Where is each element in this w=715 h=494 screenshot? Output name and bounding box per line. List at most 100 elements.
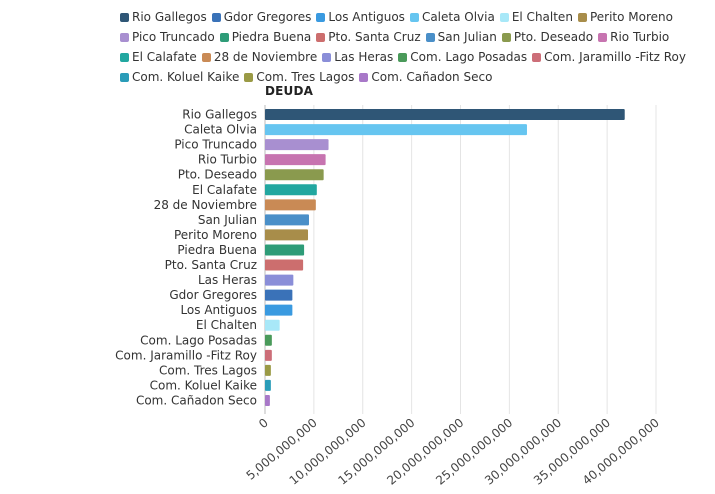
legend-item[interactable]: Piedra Buena — [219, 30, 312, 44]
legend-swatch — [577, 13, 587, 22]
bar[interactable] — [265, 214, 309, 226]
legend-swatch — [398, 53, 408, 62]
legend-label: El Chalten — [511, 10, 573, 24]
category-label: Piedra Buena — [177, 243, 257, 257]
category-label: El Calafate — [192, 183, 257, 197]
legend-label: Pto. Santa Cruz — [328, 30, 421, 44]
bar[interactable] — [265, 379, 271, 391]
bar[interactable] — [265, 184, 317, 196]
category-label: Com. Lago Posadas — [140, 333, 257, 347]
legend-label: El Calafate — [132, 50, 197, 64]
category-label: El Chalten — [196, 318, 257, 332]
bar[interactable] — [265, 244, 305, 256]
legend-label: Com. Lago Posadas — [410, 50, 528, 64]
legend-label: Caleta Olvia — [421, 10, 495, 24]
category-label: Las Heras — [198, 273, 257, 287]
bar[interactable] — [265, 169, 324, 181]
legend-swatch — [120, 13, 129, 22]
bar[interactable] — [265, 349, 272, 361]
legend-swatch — [211, 13, 221, 22]
bar[interactable] — [265, 109, 625, 121]
legend-item[interactable]: Perito Moreno — [577, 10, 673, 24]
legend-item[interactable]: El Calafate — [120, 50, 197, 64]
legend-item[interactable]: Pico Truncado — [120, 30, 215, 44]
bar[interactable] — [265, 334, 272, 346]
legend-swatch — [219, 33, 229, 42]
category-label: Perito Moreno — [174, 228, 257, 242]
legend-item[interactable]: Pto. Deseado — [501, 30, 594, 44]
category-label: Pico Truncado — [174, 138, 257, 152]
legend-label: Piedra Buena — [231, 30, 312, 44]
bar[interactable] — [265, 304, 293, 316]
chart-title: DEUDA — [265, 84, 314, 98]
legend-item[interactable]: Gdor Gregores — [211, 10, 312, 24]
legend-label: Los Antiguos — [328, 10, 405, 24]
legend-item[interactable]: 28 de Noviembre — [201, 50, 318, 64]
chart-legend: Rio Gallegos Gdor Gregores Los Antiguos Cal… — [120, 6, 710, 86]
legend-swatch — [322, 53, 332, 62]
legend-swatch — [598, 33, 608, 42]
legend-swatch — [499, 13, 509, 22]
category-label: Los Antiguos — [180, 303, 257, 317]
bar[interactable] — [265, 199, 316, 211]
category-label: Rio Turbio — [198, 153, 257, 167]
legend-swatch — [244, 73, 254, 82]
legend-swatch — [409, 13, 419, 22]
bar[interactable] — [265, 124, 527, 136]
legend-item[interactable]: Caleta Olvia — [409, 10, 495, 24]
legend-label: Perito Moreno — [589, 10, 673, 24]
legend-item[interactable]: Las Heras — [322, 50, 393, 64]
bar[interactable] — [265, 259, 304, 271]
legend-label: Las Heras — [334, 50, 394, 64]
legend-label: Gdor Gregores — [223, 10, 312, 24]
legend-swatch — [359, 73, 369, 82]
legend-label: Com. Koluel Kaike — [132, 70, 240, 84]
legend-label: Pto. Deseado — [513, 30, 594, 44]
legend-item[interactable]: Pto. Santa Cruz — [316, 30, 421, 44]
bar[interactable] — [265, 274, 294, 286]
category-label: Rio Gallegos — [182, 108, 257, 122]
category-label: Pto. Deseado — [178, 168, 257, 182]
category-label: Pto. Santa Cruz — [165, 258, 257, 272]
legend-item[interactable]: Los Antiguos — [316, 10, 405, 24]
category-label: Gdor Gregores — [169, 288, 257, 302]
category-label: 28 de Noviembre — [154, 198, 257, 212]
legend-item[interactable]: El Chalten — [499, 10, 573, 24]
bar[interactable] — [265, 229, 309, 241]
legend-swatch — [316, 13, 326, 22]
legend-swatch — [316, 33, 326, 42]
legend-swatch — [120, 53, 129, 62]
category-label: San Julian — [198, 213, 257, 227]
legend-swatch — [532, 53, 542, 62]
legend-label: Com. Tres Lagos — [256, 70, 355, 84]
x-tick-label: 0 — [256, 416, 271, 432]
legend-item[interactable]: Rio Gallegos — [120, 10, 207, 24]
legend-label: 28 de Noviembre — [213, 50, 318, 64]
legend-swatch — [120, 73, 129, 82]
legend-item[interactable]: Com. Tres Lagos — [244, 70, 354, 84]
legend-item[interactable]: Com. Jaramillo -Fitz Roy — [532, 50, 686, 64]
legend-swatch — [501, 33, 511, 42]
legend-label: Rio Turbio — [610, 30, 670, 44]
bar[interactable] — [265, 289, 293, 301]
legend-item[interactable]: Com. Koluel Kaike — [120, 70, 239, 84]
bar[interactable] — [265, 364, 271, 376]
legend-swatch — [120, 33, 129, 42]
legend-item[interactable]: San Julian — [425, 30, 497, 44]
bar[interactable] — [265, 319, 280, 331]
legend-item[interactable]: Com. Lago Posadas — [398, 50, 527, 64]
legend-label: Pico Truncado — [132, 30, 215, 44]
bar[interactable] — [265, 139, 329, 151]
legend-item[interactable]: Com. Cañadon Seco — [359, 70, 492, 84]
legend-label: Com. Jaramillo -Fitz Roy — [544, 50, 686, 64]
category-label: Com. Jaramillo -Fitz Roy — [115, 348, 257, 362]
legend-label: San Julian — [437, 30, 497, 44]
legend-swatch — [425, 33, 435, 42]
bar[interactable] — [265, 154, 326, 166]
legend-item[interactable]: Rio Turbio — [598, 30, 669, 44]
bar[interactable] — [265, 394, 270, 406]
category-label: Caleta Olvia — [184, 123, 257, 137]
legend-swatch — [201, 53, 211, 62]
legend-label: Rio Gallegos — [132, 10, 207, 24]
